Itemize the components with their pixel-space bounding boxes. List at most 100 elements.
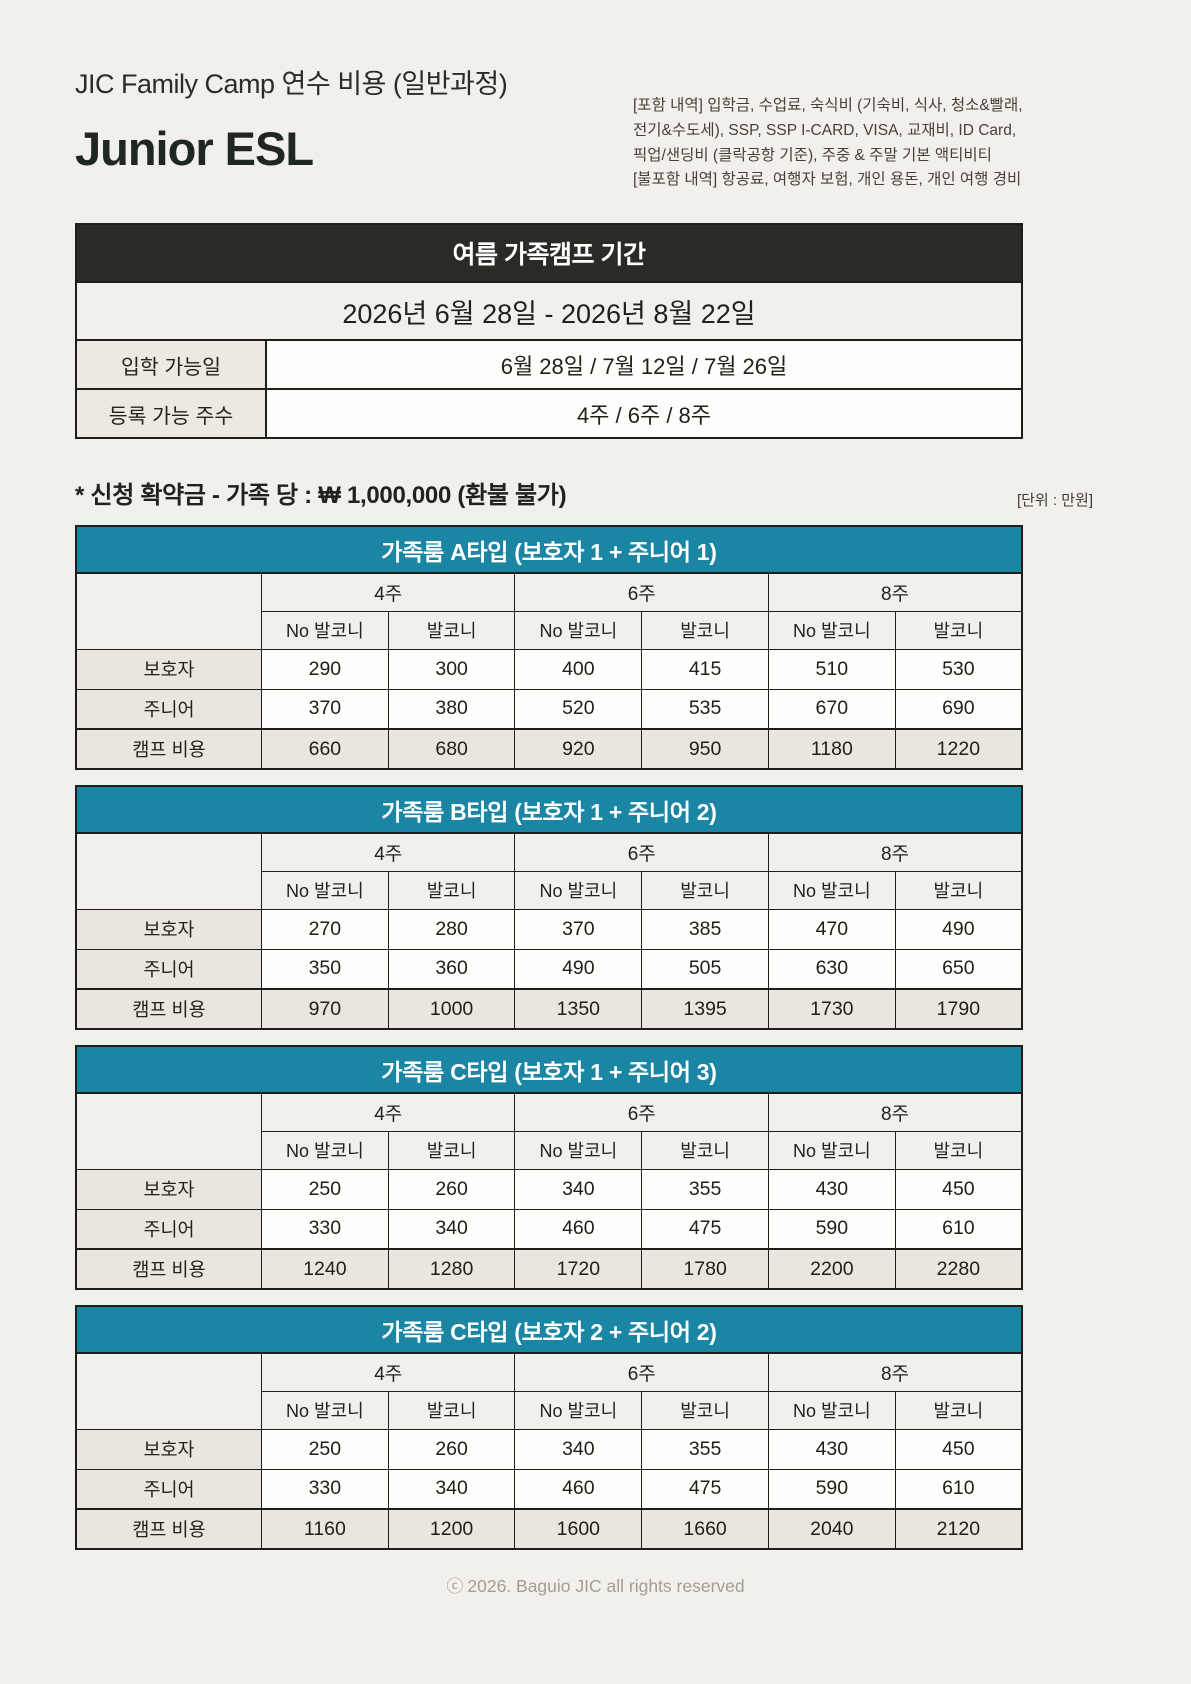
price-cell: 475 <box>641 1468 769 1510</box>
balcony-header-cell: No 발코니 <box>767 1390 896 1430</box>
price-cell: 385 <box>641 908 769 950</box>
price-cell: 450 <box>894 1428 1023 1470</box>
week-header-cell: 4주 <box>260 1092 516 1132</box>
week-header-cell: 6주 <box>514 572 769 612</box>
price-cell: 530 <box>894 648 1023 690</box>
table-row: 여름 가족캠프 기간 <box>75 223 1023 284</box>
table-row: 주니어 330 340 460 475 590 610 <box>75 1208 1023 1250</box>
table-row: 캠프 비용 1160 1200 1600 1660 2040 2120 <box>75 1508 1023 1550</box>
price-cell: 355 <box>641 1428 769 1470</box>
table-row: 보호자 290 300 400 415 510 530 <box>75 648 1023 690</box>
price-cell: 1350 <box>514 988 643 1030</box>
balcony-header-cell: 발코니 <box>641 870 769 910</box>
balcony-header-cell: 발코니 <box>894 610 1023 650</box>
table-row: 입학 가능일 6월 28일 / 7월 12일 / 7월 26일 <box>75 339 1023 391</box>
balcony-header-cell: 발코니 <box>894 1130 1023 1170</box>
week-header-cell: 6주 <box>514 1352 769 1392</box>
balcony-header-cell: 발코니 <box>894 870 1023 910</box>
price-cell: 535 <box>641 688 769 730</box>
copyright-footer: ⓒ 2026. Baguio JIC all rights reserved <box>0 1572 1191 1597</box>
table-row: 보호자 250 260 340 355 430 450 <box>75 1168 1023 1210</box>
price-cell: 1395 <box>641 988 769 1030</box>
price-cell: 470 <box>767 908 896 950</box>
price-cell: 260 <box>387 1168 516 1210</box>
row-label-cell: 보호자 <box>75 1428 262 1470</box>
price-cell: 475 <box>641 1208 769 1250</box>
price-cell: 690 <box>894 688 1023 730</box>
price-cell: 1660 <box>641 1508 769 1550</box>
table-row: 가족룸 C타입 (보호자 1 + 주니어 3) <box>75 1045 1023 1095</box>
copyright-text: 2026. Baguio JIC all rights reserved <box>467 1576 745 1597</box>
price-cell: 340 <box>387 1468 516 1510</box>
price-cell: 270 <box>261 908 389 950</box>
price-table-c2: 가족룸 C타입 (보호자 2 + 주니어 2) 4주 6주 8주 No 발코니 … <box>75 1305 1023 1551</box>
price-cell: 290 <box>261 648 389 690</box>
price-table-a: 가족룸 A타입 (보호자 1 + 주니어 1) 4주 6주 8주 No 발코니 … <box>75 525 1023 771</box>
price-cell: 590 <box>767 1468 896 1510</box>
price-cell: 670 <box>767 688 896 730</box>
corner-cell <box>75 1092 262 1170</box>
table-row: 2026년 6월 28일 - 2026년 8월 22일 <box>75 281 1023 342</box>
price-cell: 1000 <box>387 988 516 1030</box>
price-cell: 280 <box>387 908 516 950</box>
table-row: 4주 6주 8주 <box>75 1352 1023 1430</box>
price-cell: 1730 <box>767 988 896 1030</box>
price-cell: 430 <box>767 1168 896 1210</box>
row-label-cell: 주니어 <box>75 948 262 990</box>
price-table-title: 가족룸 A타입 (보호자 1 + 주니어 1) <box>75 525 1023 575</box>
info-line-included-1: [포함 내역] 입학금, 수업료, 숙식비 (기숙비, 식사, 청소&빨래, <box>633 97 1023 114</box>
balcony-header-cell: No 발코니 <box>260 1130 389 1170</box>
balcony-header-cell: No 발코니 <box>260 1390 389 1430</box>
price-cell: 610 <box>894 1208 1023 1250</box>
price-cell: 340 <box>514 1428 643 1470</box>
price-cell: 380 <box>387 688 516 730</box>
row-label-cell: 캠프 비용 <box>75 1508 262 1550</box>
balcony-header-cell: 발코니 <box>641 1130 769 1170</box>
balcony-header-cell: 발코니 <box>387 870 516 910</box>
price-cell: 680 <box>387 728 516 770</box>
corner-cell <box>75 572 263 650</box>
row-label-cell: 캠프 비용 <box>75 988 262 1030</box>
table-row: No 발코니 발코니 No 발코니 발코니 No 발코니 발코니 <box>76 1130 1023 1170</box>
price-cell: 1200 <box>387 1508 516 1550</box>
balcony-header-cell: No 발코니 <box>261 870 389 910</box>
price-cell: 610 <box>894 1468 1023 1510</box>
corner-cell <box>75 1352 262 1430</box>
week-header-cell: 4주 <box>261 572 516 612</box>
row-label-cell: 주니어 <box>75 1208 262 1250</box>
price-table-c1: 가족룸 C타입 (보호자 1 + 주니어 3) 4주 6주 8주 No 발코니 … <box>75 1045 1023 1291</box>
balcony-header-cell: 발코니 <box>387 610 516 650</box>
table-row: 4주 6주 8주 <box>75 1092 1023 1170</box>
price-cell: 520 <box>514 688 643 730</box>
program-title: Junior ESL <box>75 122 314 175</box>
price-cell: 2040 <box>767 1508 896 1550</box>
price-cell: 355 <box>641 1168 769 1210</box>
info-line-included-2: 전기&수도세), SSP, SSP I-CARD, VISA, 교재비, ID … <box>633 121 1017 139</box>
info-line-included-3: 픽업/샌딩비 (클락공항 기준), 주중 & 주말 기본 액티비티 <box>633 146 992 164</box>
schedule-row-value: 4주 / 6주 / 8주 <box>265 388 1023 440</box>
price-cell: 970 <box>261 988 389 1030</box>
deposit-note: * 신청 확약금 - 가족 당 : ₩ 1,000,000 (환불 불가) <box>75 482 567 510</box>
price-cell: 1600 <box>514 1508 643 1550</box>
balcony-header-cell: 발코니 <box>641 610 769 650</box>
price-table-title: 가족룸 C타입 (보호자 1 + 주니어 3) <box>75 1045 1023 1095</box>
row-label-cell: 보호자 <box>75 908 262 950</box>
camp-period: 2026년 6월 28일 - 2026년 8월 22일 <box>75 281 1023 342</box>
price-cell: 460 <box>514 1468 643 1510</box>
price-cell: 1790 <box>894 988 1023 1030</box>
price-cell: 2120 <box>894 1508 1023 1550</box>
price-cell: 460 <box>514 1208 643 1250</box>
balcony-header-cell: No 발코니 <box>514 870 643 910</box>
price-cell: 590 <box>767 1208 896 1250</box>
table-row: 4주 6주 8주 <box>75 572 1023 650</box>
balcony-header-cell: No 발코니 <box>514 1130 643 1170</box>
price-cell: 1280 <box>387 1248 516 1290</box>
week-header-cell: 4주 <box>260 1352 516 1392</box>
price-cell: 260 <box>387 1428 516 1470</box>
week-header-cell: 8주 <box>767 572 1023 612</box>
schedule-header: 여름 가족캠프 기간 <box>75 223 1023 284</box>
row-label-cell: 주니어 <box>75 688 263 730</box>
table-row: 캠프 비용 970 1000 1350 1395 1730 1790 <box>75 988 1023 1030</box>
table-row: 주니어 330 340 460 475 590 610 <box>75 1468 1023 1510</box>
